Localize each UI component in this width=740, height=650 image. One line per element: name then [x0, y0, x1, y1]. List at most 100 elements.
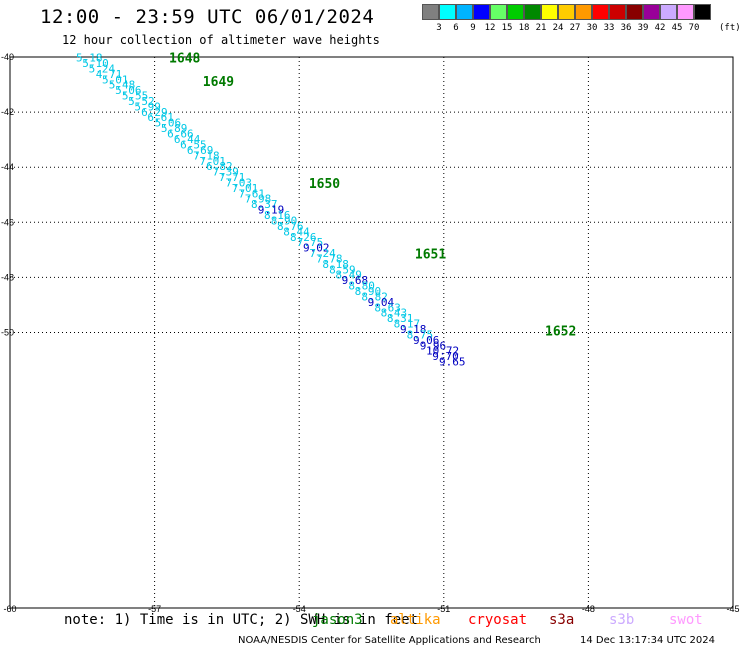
y-tick-label: -44: [1, 162, 14, 172]
wave-height-point: 7.01: [199, 155, 226, 168]
wave-height-point: 8.80: [348, 280, 375, 293]
scale-swatch: [643, 4, 660, 20]
wave-height-point: 5.52: [128, 95, 155, 108]
wave-height-point: 8.18: [322, 258, 349, 271]
scale-swatch: [507, 4, 524, 20]
scale-label: 39: [637, 23, 649, 33]
wave-height-point: 9.65: [439, 356, 466, 369]
scale-swatch: [694, 4, 711, 20]
x-tick-label: -51: [437, 604, 450, 614]
scale-swatch: [609, 4, 626, 20]
scale-label: 21: [535, 23, 547, 33]
scale-label: 36: [620, 23, 632, 33]
y-tick-label: -42: [1, 107, 14, 117]
wave-height-point: 8.44: [283, 226, 310, 239]
wave-height-point: 8.90: [355, 285, 382, 298]
wave-height-point: 8.17: [394, 318, 421, 331]
wave-height-point: 8.43: [381, 307, 408, 320]
legend-s3a: s3a: [549, 612, 575, 628]
x-tick-label: -60: [3, 604, 16, 614]
y-tick-label: -48: [1, 272, 14, 282]
scale-label: 6: [453, 23, 459, 33]
wave-height-point: 7.39: [212, 166, 239, 179]
pass-time-label: 1651: [415, 247, 446, 262]
wave-height-point: 8.82: [361, 291, 388, 304]
wave-height-point: 10.72: [426, 345, 459, 358]
scale-swatch: [524, 4, 541, 20]
wave-height-point: 8.90: [271, 215, 298, 228]
chart-subtitle: 12 hour collection of altimeter wave hei…: [62, 33, 380, 47]
legend-swot: swot: [669, 612, 703, 628]
pass-time-label: 1650: [309, 177, 340, 192]
wave-height-point: 7.01: [232, 182, 259, 195]
x-tick-label: -54: [293, 604, 306, 614]
scale-unit: (ft): [719, 23, 740, 33]
wave-height-point: 6.55: [180, 139, 207, 152]
wave-height-point: 4.71: [96, 68, 123, 81]
wave-height-point: 9.96: [420, 340, 447, 353]
wave-height-point: 8.49: [335, 269, 362, 282]
wave-height-point: 7.03: [225, 177, 252, 190]
scale-swatch: [626, 4, 643, 20]
wave-height-point: 7.24: [309, 247, 336, 260]
wave-height-point: 6.66: [167, 128, 194, 141]
y-tick-label: -46: [1, 217, 14, 227]
wave-height-point: 6.69: [187, 144, 214, 157]
scale-label: 15: [501, 23, 513, 33]
x-tick-label: -48: [582, 604, 595, 614]
legend-jason3: jason3: [312, 612, 363, 628]
scale-swatch: [677, 4, 694, 20]
scale-swatch: [660, 4, 677, 20]
scale-swatch: [592, 4, 609, 20]
scale-label: 12: [484, 23, 496, 33]
scale-swatch: [473, 4, 490, 20]
wave-height-point: 5.24: [89, 63, 116, 76]
wave-height-point: 9.04: [368, 296, 395, 309]
wave-height-point: 5.01: [102, 74, 129, 87]
scale-label: 24: [552, 23, 564, 33]
legend-s3b: s3b: [609, 612, 635, 628]
scale-swatch: [575, 4, 592, 20]
scale-label: 42: [654, 23, 666, 33]
wave-height-point: 8.31: [387, 312, 414, 325]
wave-height-point: 5.06: [115, 84, 141, 97]
wave-height-point: 5.18: [76, 52, 103, 65]
legend-altika: altika: [390, 612, 441, 628]
wave-height-point: 8.63: [374, 302, 401, 315]
wave-height-point: 9.19: [258, 204, 285, 217]
credit-text: NOAA/NESDIS Center for Satellite Applica…: [238, 635, 541, 646]
wave-height-point: 8.26: [290, 231, 317, 244]
wave-height-point: 6.61: [147, 111, 174, 124]
wave-height-point: 8.59: [329, 264, 356, 277]
wave-height-point: 5.99: [134, 101, 161, 114]
wave-height-point: 5.10: [82, 57, 109, 70]
scale-label: 33: [603, 23, 615, 33]
wave-height-point: 6.44: [174, 133, 201, 146]
scale-swatch: [439, 4, 456, 20]
wave-height-point: 5.06: [155, 117, 182, 130]
wave-height-point: 7.71: [219, 171, 246, 184]
scale-label: 45: [671, 23, 683, 33]
pass-time-label: 1648: [169, 52, 200, 67]
scale-label: 70: [688, 23, 700, 33]
wave-height-point: 8.76: [277, 220, 304, 233]
wave-height-point: 7.98: [245, 193, 272, 206]
scale-swatch: [541, 4, 558, 20]
y-tick-label: -50: [1, 328, 14, 338]
wave-height-point: 8.75: [407, 329, 434, 342]
units-note: note: 1) Time is in UTC; 2) SWH is in fe…: [64, 612, 419, 628]
wave-height-point: 6.82: [206, 160, 233, 173]
wave-height-point: 7.75: [297, 236, 324, 249]
scale-swatch: [422, 4, 439, 20]
wave-height-point: 7.18: [193, 150, 220, 163]
legend-cryosat: cryosat: [468, 612, 528, 628]
wave-height-point: 8.37: [251, 198, 278, 211]
wave-height-point: 8.16: [264, 209, 291, 222]
pass-time-label: 1652: [545, 325, 576, 340]
wave-height-point: 9.02: [303, 242, 330, 255]
wave-height-point: 5.55: [122, 90, 149, 103]
generated-timestamp: 14 Dec 13:17:34 UTC 2024: [580, 635, 715, 646]
wave-height-point: 7.61: [238, 188, 265, 201]
scale-label: 18: [518, 23, 530, 33]
